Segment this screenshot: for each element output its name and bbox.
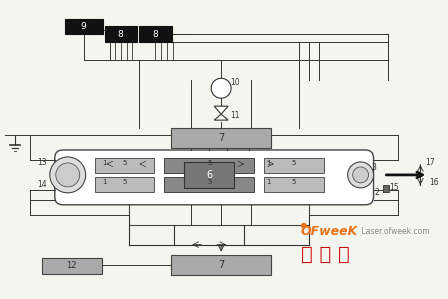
- FancyBboxPatch shape: [55, 150, 374, 205]
- Text: 14: 14: [37, 180, 47, 189]
- Text: 激 光 网: 激 光 网: [301, 245, 349, 264]
- Text: 8: 8: [152, 30, 158, 39]
- Bar: [164, 177, 254, 192]
- Polygon shape: [214, 106, 228, 114]
- Text: 7: 7: [218, 260, 224, 270]
- Text: 1: 1: [102, 179, 107, 185]
- Bar: [171, 254, 271, 274]
- Text: 3: 3: [371, 164, 376, 173]
- Text: 7: 7: [218, 133, 224, 143]
- Text: 6: 6: [206, 170, 212, 180]
- Bar: [264, 177, 324, 192]
- Bar: [383, 185, 389, 192]
- Text: 1: 1: [267, 179, 271, 185]
- Circle shape: [301, 223, 307, 229]
- Bar: [184, 162, 234, 188]
- Bar: [95, 177, 155, 192]
- Text: 13: 13: [37, 158, 47, 167]
- Circle shape: [353, 167, 369, 183]
- Circle shape: [348, 162, 374, 188]
- Text: 1: 1: [267, 160, 271, 166]
- Text: Laser.ofweek.com: Laser.ofweek.com: [358, 227, 429, 236]
- Circle shape: [211, 78, 231, 98]
- Text: 15: 15: [390, 183, 399, 192]
- Text: 16: 16: [430, 179, 439, 187]
- Text: 8: 8: [118, 30, 123, 39]
- Text: 5: 5: [122, 179, 127, 185]
- Text: 5: 5: [207, 160, 211, 166]
- Bar: [95, 158, 155, 173]
- Polygon shape: [214, 114, 228, 120]
- Bar: [264, 158, 324, 173]
- Text: 2: 2: [374, 188, 379, 197]
- Text: OFweeK: OFweeK: [301, 225, 358, 238]
- Bar: [164, 158, 254, 173]
- Text: 11: 11: [230, 111, 240, 120]
- Text: 1: 1: [102, 160, 107, 166]
- Circle shape: [56, 163, 80, 187]
- Text: 17: 17: [426, 158, 435, 167]
- Text: 5: 5: [207, 179, 211, 185]
- Bar: [104, 27, 138, 42]
- Text: 9: 9: [81, 22, 86, 31]
- Text: 5: 5: [292, 160, 296, 166]
- Bar: [42, 257, 102, 274]
- Bar: [139, 27, 172, 42]
- Text: 5: 5: [122, 160, 127, 166]
- Text: 12: 12: [66, 261, 77, 270]
- Text: 10: 10: [230, 78, 240, 87]
- Circle shape: [50, 157, 86, 193]
- Bar: [65, 19, 103, 34]
- Text: 5: 5: [292, 179, 296, 185]
- Bar: [171, 128, 271, 148]
